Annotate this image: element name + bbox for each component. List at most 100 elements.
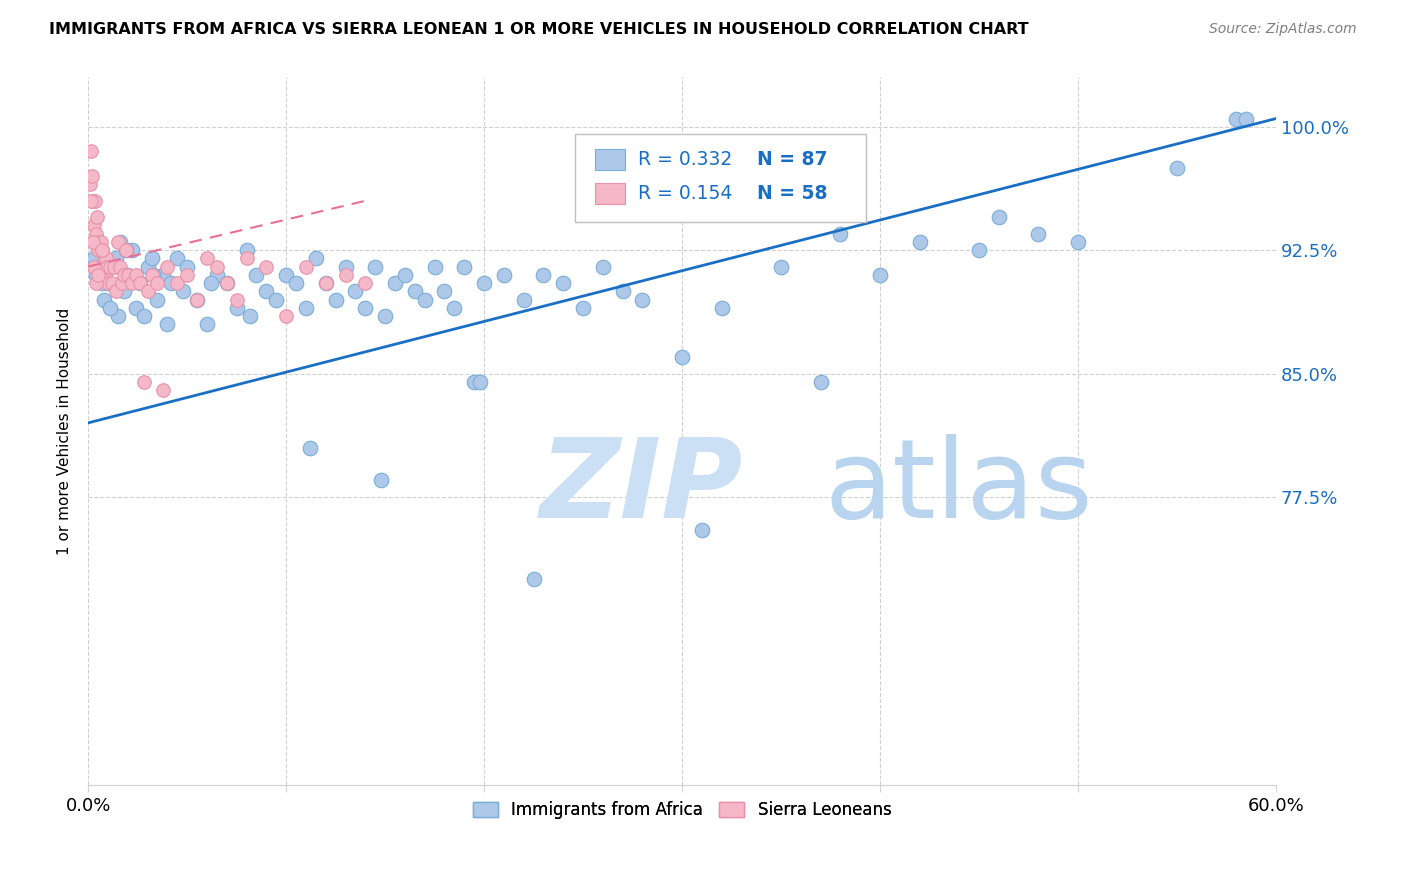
Sierra Leoneans: [83, 219, 105, 233]
Text: ZIP: ZIP: [540, 434, 742, 541]
Immigrants from Africa: [245, 268, 267, 282]
Immigrants from Africa: [423, 260, 446, 274]
Immigrants from Africa: [404, 285, 426, 299]
FancyBboxPatch shape: [595, 183, 626, 204]
Immigrants from Africa: [869, 268, 891, 282]
Y-axis label: 1 or more Vehicles in Household: 1 or more Vehicles in Household: [58, 308, 72, 555]
Sierra Leoneans: [274, 309, 297, 323]
Immigrants from Africa: [592, 260, 614, 274]
Sierra Leoneans: [84, 194, 107, 208]
Immigrants from Africa: [84, 268, 107, 282]
Sierra Leoneans: [94, 268, 117, 282]
Text: N = 58: N = 58: [756, 184, 827, 203]
Sierra Leoneans: [315, 276, 337, 290]
Immigrants from Africa: [274, 268, 297, 282]
Immigrants from Africa: [239, 309, 262, 323]
Immigrants from Africa: [215, 276, 238, 290]
Sierra Leoneans: [104, 285, 127, 299]
Immigrants from Africa: [1166, 161, 1188, 175]
Sierra Leoneans: [141, 268, 163, 282]
Sierra Leoneans: [79, 178, 101, 192]
Immigrants from Africa: [195, 317, 218, 331]
Immigrants from Africa: [298, 441, 321, 455]
Sierra Leoneans: [112, 268, 135, 282]
Sierra Leoneans: [79, 194, 101, 208]
Immigrants from Africa: [114, 243, 136, 257]
Sierra Leoneans: [136, 285, 159, 299]
Sierra Leoneans: [80, 145, 103, 159]
Immigrants from Africa: [1067, 235, 1090, 249]
Immigrants from Africa: [710, 301, 733, 315]
Sierra Leoneans: [87, 243, 110, 257]
Immigrants from Africa: [117, 268, 139, 282]
Immigrants from Africa: [93, 293, 115, 307]
Sierra Leoneans: [121, 276, 143, 290]
Immigrants from Africa: [186, 293, 208, 307]
Text: Source: ZipAtlas.com: Source: ZipAtlas.com: [1209, 22, 1357, 37]
Immigrants from Africa: [104, 252, 127, 266]
Immigrants from Africa: [325, 293, 347, 307]
Immigrants from Africa: [136, 260, 159, 274]
Immigrants from Africa: [225, 301, 247, 315]
Sierra Leoneans: [152, 383, 174, 397]
Immigrants from Africa: [89, 252, 111, 266]
Immigrants from Africa: [121, 243, 143, 257]
Sierra Leoneans: [84, 227, 107, 241]
Immigrants from Africa: [631, 293, 654, 307]
Text: N = 87: N = 87: [756, 150, 827, 169]
Sierra Leoneans: [235, 252, 257, 266]
Sierra Leoneans: [89, 260, 111, 274]
Immigrants from Africa: [384, 276, 406, 290]
Immigrants from Africa: [315, 276, 337, 290]
Immigrants from Africa: [967, 243, 990, 257]
Immigrants from Africa: [101, 260, 124, 274]
Immigrants from Africa: [354, 301, 377, 315]
Sierra Leoneans: [86, 276, 108, 290]
Sierra Leoneans: [91, 243, 114, 257]
Immigrants from Africa: [91, 276, 114, 290]
Immigrants from Africa: [830, 227, 852, 241]
Immigrants from Africa: [205, 268, 228, 282]
Immigrants from Africa: [160, 276, 183, 290]
Immigrants from Africa: [335, 260, 357, 274]
Immigrants from Africa: [285, 276, 308, 290]
Sierra Leoneans: [93, 252, 115, 266]
Immigrants from Africa: [264, 293, 287, 307]
Text: R = 0.332: R = 0.332: [638, 150, 733, 169]
Sierra Leoneans: [101, 276, 124, 290]
Sierra Leoneans: [335, 268, 357, 282]
Sierra Leoneans: [195, 252, 218, 266]
Immigrants from Africa: [1234, 112, 1257, 126]
Sierra Leoneans: [354, 276, 377, 290]
Immigrants from Africa: [128, 276, 150, 290]
Immigrants from Africa: [671, 350, 693, 364]
Sierra Leoneans: [156, 260, 179, 274]
Text: R = 0.154: R = 0.154: [638, 184, 733, 203]
Immigrants from Africa: [364, 260, 387, 274]
Immigrants from Africa: [172, 285, 194, 299]
Immigrants from Africa: [235, 243, 257, 257]
Sierra Leoneans: [107, 235, 129, 249]
Legend: Immigrants from Africa, Sierra Leoneans: Immigrants from Africa, Sierra Leoneans: [465, 795, 898, 826]
Sierra Leoneans: [82, 235, 104, 249]
Immigrants from Africa: [98, 301, 121, 315]
Sierra Leoneans: [124, 268, 146, 282]
Immigrants from Africa: [453, 260, 475, 274]
Sierra Leoneans: [91, 243, 114, 257]
Immigrants from Africa: [572, 301, 595, 315]
FancyBboxPatch shape: [575, 134, 866, 222]
Immigrants from Africa: [492, 268, 515, 282]
Immigrants from Africa: [156, 317, 179, 331]
Sierra Leoneans: [86, 211, 108, 225]
Sierra Leoneans: [111, 276, 134, 290]
Immigrants from Africa: [533, 268, 555, 282]
Immigrants from Africa: [413, 293, 436, 307]
Immigrants from Africa: [200, 276, 222, 290]
Sierra Leoneans: [176, 268, 198, 282]
Immigrants from Africa: [97, 276, 120, 290]
Immigrants from Africa: [553, 276, 575, 290]
Immigrants from Africa: [132, 309, 155, 323]
Sierra Leoneans: [205, 260, 228, 274]
Immigrants from Africa: [394, 268, 416, 282]
Sierra Leoneans: [114, 243, 136, 257]
